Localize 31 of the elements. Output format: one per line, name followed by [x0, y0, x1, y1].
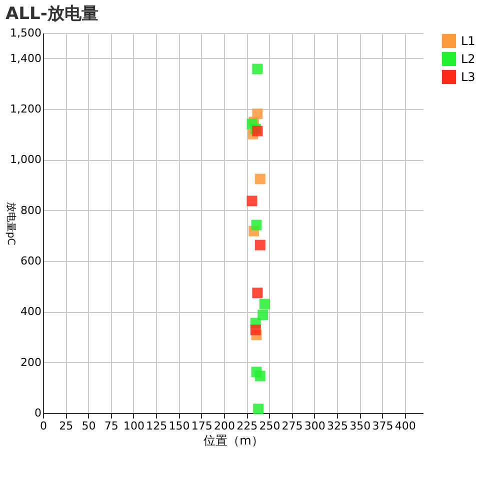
y-axis-title: 放电量pC — [5, 202, 18, 246]
legend-label: L3 — [461, 70, 476, 84]
x-tick-label: 150 — [168, 420, 190, 432]
x-tick-label: 125 — [146, 420, 168, 432]
y-tick-label: 1,000 — [10, 153, 42, 166]
x-tick-label: 325 — [327, 420, 348, 432]
y-tick-label: 0 — [34, 406, 42, 420]
x-tick-label: 25 — [59, 420, 74, 432]
x-tick-label: 275 — [282, 420, 303, 432]
x-tick-label: 225 — [236, 420, 258, 432]
x-axis-title: 位置（m） — [204, 434, 264, 448]
y-tick-label: 200 — [20, 356, 42, 369]
y-tick-label: 400 — [20, 305, 42, 318]
x-tick-label: 375 — [372, 420, 394, 432]
x-tick-label: 250 — [259, 420, 280, 432]
x-tick-label: 400 — [394, 420, 416, 432]
y-tick-label: 800 — [20, 204, 42, 217]
x-tick-label: 300 — [304, 420, 326, 432]
legend-label: L2 — [461, 52, 476, 66]
y-tick-label: 600 — [20, 254, 42, 268]
x-tick-label: 350 — [350, 420, 371, 432]
x-tick-label: 175 — [191, 420, 212, 432]
x-tick-label: 50 — [82, 420, 96, 432]
y-tick-label: 1,400 — [10, 52, 42, 65]
y-tick-label: 1,200 — [10, 102, 42, 116]
x-tick-label: 100 — [123, 420, 144, 432]
x-tick-label: 200 — [214, 420, 235, 432]
y-tick-label: 1,500 — [10, 26, 42, 40]
chart-title: ALL-放电量 — [6, 4, 98, 24]
legend-label: L1 — [461, 34, 476, 48]
x-tick-label: 75 — [104, 420, 118, 432]
